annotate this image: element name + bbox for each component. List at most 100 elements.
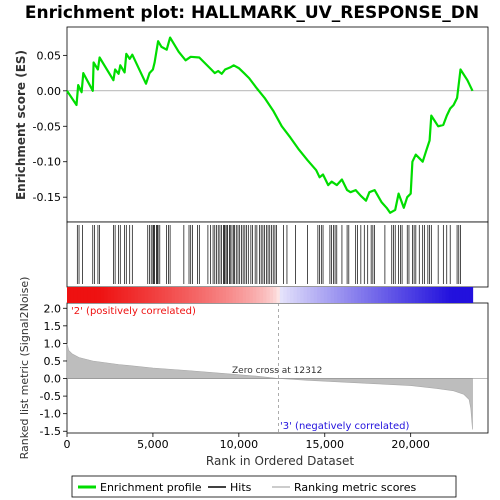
rank-color-segment: [246, 287, 251, 303]
rank-color-segment: [347, 287, 352, 303]
es-y-ticks: 0.05 0.00 -0.05 -0.10 -0.15: [33, 49, 67, 204]
rank-color-segment: [401, 287, 406, 303]
rank-color-segment: [219, 287, 224, 303]
rank-color-segment: [293, 287, 298, 303]
rank-color-segment: [438, 287, 443, 303]
rank-color-segment: [90, 287, 95, 303]
rank-color-segment: [371, 287, 376, 303]
rank-color-segment: [87, 287, 92, 303]
rank-color-segment: [411, 287, 416, 303]
ranking-y-axis-label: Ranked list metric (Signal2Noise): [18, 277, 31, 460]
rank-color-segment: [391, 287, 396, 303]
x-tick-label: 20,000: [391, 438, 430, 451]
rank-color-segment: [394, 287, 399, 303]
rank-color-segment: [235, 287, 240, 303]
rank-color-segment: [377, 287, 382, 303]
rank-color-segment: [175, 287, 180, 303]
rank-color-segment: [306, 287, 311, 303]
rank-color-segment: [442, 287, 447, 303]
rank-color-segment: [97, 287, 102, 303]
rank-color-segment: [279, 287, 284, 303]
es-y-tick-label: -0.10: [33, 156, 61, 169]
rank-color-segment: [114, 287, 119, 303]
rank-color-segment: [202, 287, 207, 303]
rank-color-segment: [425, 287, 430, 303]
rank-color-segment: [459, 287, 463, 303]
rank-color-segment: [398, 287, 403, 303]
x-tick-label: 15,000: [306, 438, 345, 451]
rank-color-segment: [232, 287, 237, 303]
rank-color-segment: [273, 287, 278, 303]
rank-color-segment: [144, 287, 149, 303]
rank-color-segment: [259, 287, 264, 303]
ranking-y-tick-label: -0.5: [40, 390, 61, 403]
rank-color-segment: [381, 287, 386, 303]
rank-color-segment: [404, 287, 409, 303]
rank-color-segment: [178, 287, 183, 303]
rank-color-segment: [448, 287, 453, 303]
rank-color-segment: [192, 287, 197, 303]
rank-color-segment: [320, 287, 325, 303]
ranking-metric-area: [66, 343, 488, 430]
x-tick-label: 10,000: [220, 438, 259, 451]
x-tick-label: 0: [64, 438, 71, 451]
ranking-y-tick-label: 0.5: [44, 355, 62, 368]
rank-color-segment: [418, 287, 423, 303]
rank-color-segment: [263, 287, 267, 303]
rank-color-segment: [188, 287, 193, 303]
rank-color-segment: [134, 287, 139, 303]
rank-color-segment: [100, 287, 105, 303]
enrichment-panel: [66, 26, 489, 223]
x-axis-ticks: 0 5,000 10,000 15,000 20,000: [64, 433, 430, 451]
hits-panel: [66, 221, 489, 288]
rank-color-segment: [435, 287, 440, 303]
rank-color-segment: [361, 287, 365, 303]
ranking-y-tick-label: 1.5: [44, 320, 62, 333]
rank-color-segment: [354, 287, 359, 303]
rank-color-segment: [327, 287, 332, 303]
rank-color-segment: [323, 287, 328, 303]
rank-color-segment: [198, 287, 203, 303]
rank-color-segment: [94, 287, 99, 303]
rank-color-segment: [242, 287, 247, 303]
rank-color-segment: [350, 287, 355, 303]
rank-color-segment: [158, 287, 163, 303]
rank-color-segment: [151, 287, 156, 303]
rank-color-segment: [415, 287, 420, 303]
es-y-axis-label: Enrichment score (ES): [14, 50, 28, 200]
rank-color-segment: [313, 287, 318, 303]
rank-color-segment: [141, 287, 146, 303]
rank-color-segment: [77, 287, 82, 303]
rank-color-segment: [67, 287, 71, 303]
rank-color-segment: [229, 287, 234, 303]
es-y-tick-label: -0.15: [33, 191, 61, 204]
ranking-metric-fill: [66, 343, 473, 430]
chart-title: Enrichment plot: HALLMARK_UV_RESPONSE_DN: [25, 3, 479, 23]
rank-color-segment: [445, 287, 450, 303]
x-axis-label: Rank in Ordered Dataset: [206, 454, 354, 468]
rank-color-segment: [195, 287, 200, 303]
rank-color-segment: [290, 287, 295, 303]
rank-color-segment: [239, 287, 244, 303]
enrichment-profile-line: [66, 36, 474, 214]
rank-color-segment: [300, 287, 305, 303]
rank-color-segment: [168, 287, 173, 303]
ranking-y-tick-label: 2.0: [44, 302, 62, 315]
legend-box: [71, 475, 457, 498]
es-y-tick-label: 0.05: [37, 49, 62, 62]
rank-color-segment: [83, 287, 88, 303]
rank-color-segment: [357, 287, 362, 303]
rank-color-segment: [408, 287, 413, 303]
rank-color-segment: [296, 287, 301, 303]
rank-color-segment: [462, 287, 467, 303]
enrichment-profile-polyline: [66, 36, 474, 214]
rank-color-segment: [388, 287, 393, 303]
rank-color-segment: [117, 287, 122, 303]
rank-color-segment: [154, 287, 159, 303]
rank-color-segment: [104, 287, 109, 303]
rank-color-segment: [286, 287, 291, 303]
legend-hits-label: Hits: [230, 481, 252, 494]
rank-color-segment: [215, 287, 220, 303]
rank-color-segment: [205, 287, 210, 303]
hit-markers: [76, 225, 461, 284]
